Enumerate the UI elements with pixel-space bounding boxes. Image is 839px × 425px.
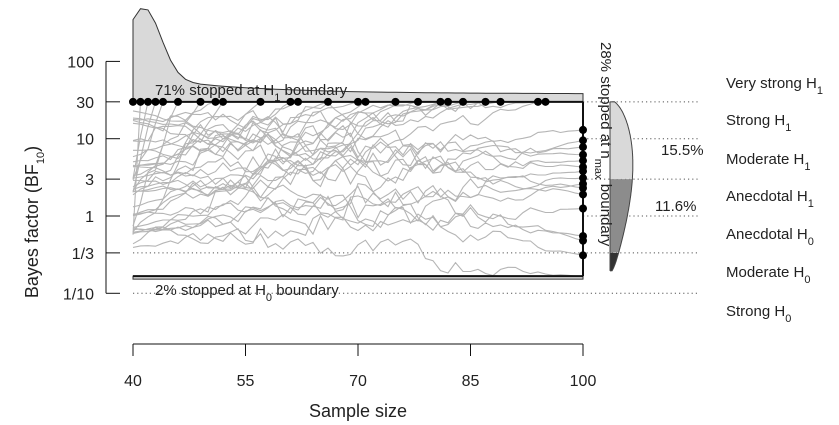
bf-path bbox=[132, 177, 584, 221]
upper-stop-point bbox=[159, 97, 167, 106]
pct-h0-label: 11.6% bbox=[655, 198, 696, 215]
nmax-stop-point bbox=[579, 125, 587, 134]
evidence-category-label: Strong H1 bbox=[726, 112, 791, 134]
bf-path bbox=[132, 101, 396, 216]
y-tick-label: 1/3 bbox=[72, 246, 94, 263]
y-tick-label: 1/10 bbox=[63, 286, 94, 303]
pct-h1-label: 15.5% bbox=[661, 142, 704, 159]
y-tick-label: 10 bbox=[76, 132, 94, 149]
upper-stop-density bbox=[132, 8, 584, 103]
upper-stop-point bbox=[444, 97, 452, 106]
y-axis-title: Bayes factor (BF10) bbox=[22, 146, 47, 298]
axes: 1/10 1/3 1 3 10 30 100 40 55 70 85 100 bbox=[63, 54, 597, 390]
bf-path bbox=[132, 206, 584, 236]
nmax-stop-point bbox=[579, 190, 587, 199]
nmax-stop-point bbox=[579, 143, 587, 152]
density-h1-region bbox=[610, 101, 633, 180]
bf-path bbox=[132, 122, 584, 169]
upper-stop-point bbox=[391, 97, 400, 106]
upper-stop-point bbox=[324, 97, 332, 106]
upper-stop-point bbox=[534, 97, 542, 106]
upper-stop-point bbox=[211, 97, 220, 106]
evidence-category-label: Strong H0 bbox=[726, 303, 791, 325]
bf-path bbox=[132, 101, 419, 168]
upper-stop-point bbox=[286, 97, 295, 106]
bf-path bbox=[132, 179, 584, 237]
upper-stop-point bbox=[219, 97, 227, 106]
evidence-category-label: Anecdotal H1 bbox=[726, 188, 814, 210]
upper-stop-point bbox=[136, 97, 145, 106]
nmax-stop-point bbox=[579, 167, 587, 176]
bf-path bbox=[132, 101, 464, 190]
nmax-stop-point bbox=[579, 251, 587, 260]
x-axis-title: Sample size bbox=[309, 401, 407, 421]
upper-stop-annotation: 71% stopped at H1 boundary bbox=[155, 82, 348, 104]
bf-path bbox=[132, 131, 584, 166]
bf-path bbox=[132, 101, 261, 188]
upper-stop-point bbox=[256, 97, 265, 106]
upper-stop-point bbox=[196, 97, 205, 106]
upper-stop-point bbox=[496, 97, 505, 106]
bf-path bbox=[132, 227, 576, 277]
density-h0-region bbox=[610, 252, 619, 271]
upper-stop-point bbox=[294, 97, 302, 106]
upper-stop-point bbox=[151, 97, 160, 106]
x-tick-label: 85 bbox=[462, 373, 480, 390]
x-tick-label: 55 bbox=[237, 373, 255, 390]
upper-stop-point bbox=[174, 97, 182, 106]
upper-stop-point bbox=[144, 97, 152, 106]
bf-path bbox=[132, 110, 584, 196]
x-tick-label: 100 bbox=[570, 373, 597, 390]
upper-stop-point bbox=[541, 97, 550, 106]
density-anecdotal-region bbox=[610, 179, 633, 253]
upper-stop-point bbox=[459, 97, 467, 106]
nmax-stop-point bbox=[579, 174, 587, 183]
chart-labels: Sample size Bayes factor (BF10) 71% stoppe… bbox=[22, 42, 823, 421]
lower-stop-annotation: 2% stopped at H0 boundary bbox=[155, 282, 339, 304]
upper-stop-point bbox=[129, 97, 137, 106]
nmax-stop-annotation: 28% stopped at nmax boundary bbox=[592, 42, 614, 247]
evidence-category-label: Very strong H1 bbox=[726, 75, 823, 97]
stopping-densities bbox=[132, 8, 634, 280]
upper-stop-point bbox=[414, 97, 422, 106]
bf-path bbox=[132, 119, 584, 242]
x-tick-label: 40 bbox=[124, 373, 142, 390]
y-tick-label: 1 bbox=[85, 209, 94, 226]
bf-path bbox=[132, 101, 486, 168]
bf-path bbox=[132, 164, 584, 256]
bf-path bbox=[132, 101, 441, 217]
nmax-stop-point bbox=[579, 204, 587, 213]
bf-path bbox=[132, 101, 546, 127]
bf-path bbox=[132, 117, 584, 189]
upper-stop-point bbox=[361, 97, 370, 106]
nmax-stop-point bbox=[579, 150, 587, 159]
x-tick-label: 70 bbox=[349, 373, 367, 390]
bf-path bbox=[132, 101, 224, 233]
evidence-gridlines bbox=[133, 101, 700, 294]
bf-path bbox=[132, 101, 449, 208]
bf-path bbox=[132, 183, 584, 248]
upper-stop-point bbox=[481, 97, 490, 106]
nmax-stop-point bbox=[579, 236, 587, 245]
bf-path bbox=[132, 139, 584, 234]
nmax-stop-point bbox=[579, 156, 587, 165]
sequential-bf-lines bbox=[132, 101, 584, 277]
nmax-density-outline bbox=[609, 101, 634, 272]
bf-path bbox=[132, 159, 584, 199]
evidence-category-label: Moderate H1 bbox=[726, 151, 811, 173]
bf-path bbox=[132, 101, 539, 228]
stopping-points bbox=[129, 97, 587, 260]
nmax-stop-point bbox=[579, 136, 587, 145]
upper-stop-point bbox=[354, 97, 362, 106]
evidence-category-label: Anecdotal H0 bbox=[726, 226, 814, 248]
y-tick-label: 3 bbox=[85, 172, 94, 189]
nmax-stop-point bbox=[579, 184, 587, 193]
evidence-category-label: Moderate H0 bbox=[726, 264, 811, 286]
upper-stop-point bbox=[436, 97, 445, 106]
y-tick-label: 30 bbox=[76, 95, 94, 112]
y-tick-label: 100 bbox=[67, 54, 94, 71]
bf-path bbox=[132, 129, 584, 179]
